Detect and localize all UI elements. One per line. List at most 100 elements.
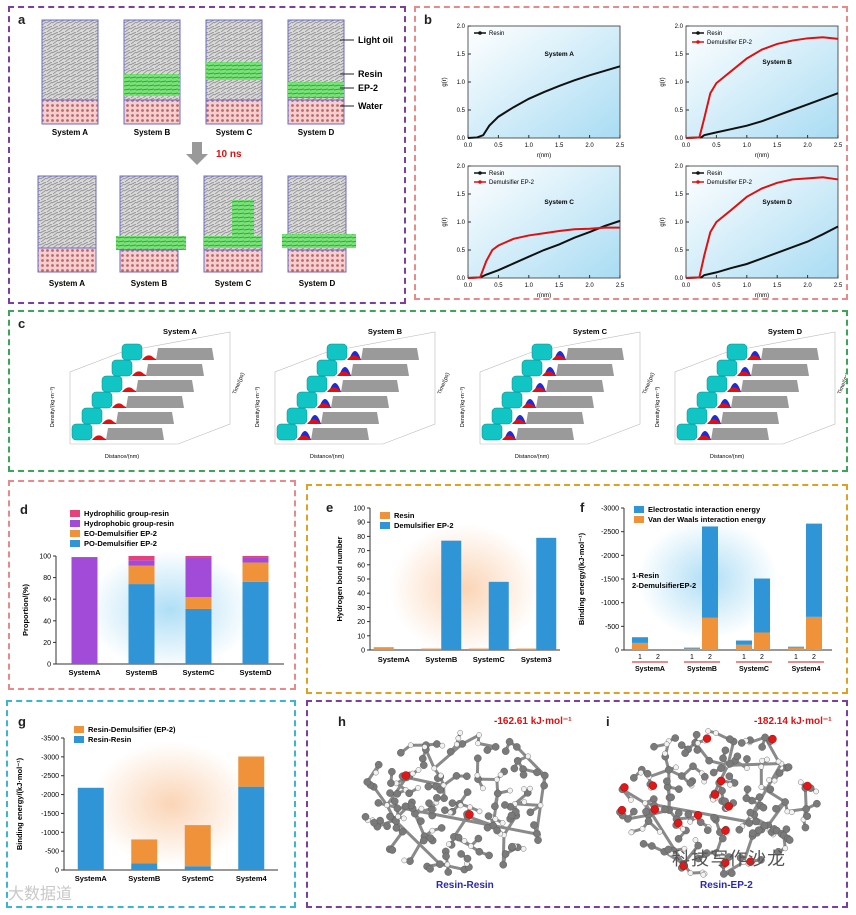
- x-tick-label: 1.0: [743, 283, 752, 289]
- carbon-atom: [784, 763, 793, 771]
- y-tick-label: 1.5: [457, 192, 466, 198]
- hydrogen-atom: [782, 845, 789, 852]
- water-density: [491, 407, 513, 425]
- oxygen-atom: [465, 810, 474, 819]
- carbon-atom: [530, 821, 538, 829]
- panel-label-b: b: [424, 12, 432, 27]
- hydrogen-atom: [445, 841, 452, 847]
- density-slice: [726, 343, 819, 361]
- x-tick-label: 2.0: [803, 143, 812, 149]
- hydrogen-atom: [437, 772, 444, 779]
- panel-label-h: h: [338, 714, 346, 729]
- bar-po-demulsifier-ep-2: [128, 584, 155, 664]
- carbon-atom: [540, 781, 548, 790]
- bar-electrostatic-interaction-energy: [632, 637, 648, 643]
- bar-van-der-waals-interaction-energy: [736, 644, 752, 650]
- legend-marker: [478, 171, 482, 175]
- legend-marker: [696, 40, 700, 44]
- carbon-atom: [781, 798, 789, 806]
- hydrogen-atom: [421, 744, 428, 750]
- oxygen-atom: [401, 771, 411, 780]
- box-system-c-top: [205, 19, 263, 125]
- density-slice: [326, 343, 419, 361]
- water-density: [696, 391, 718, 409]
- carbon-atom: [508, 842, 516, 851]
- carbon-atom: [513, 757, 522, 765]
- label-system-d-bottom: System D: [299, 279, 336, 288]
- carbon-atom: [736, 854, 745, 862]
- bar-van-der-waals-interaction-energy: [702, 617, 718, 650]
- hydrogen-atom: [455, 735, 462, 742]
- series-line-demulsifier-ep-2: [467, 226, 620, 279]
- resin-density: [102, 419, 118, 424]
- carbon-atom: [630, 807, 638, 816]
- hydrogen-atom: [525, 753, 531, 760]
- hydrogen-atom: [444, 861, 451, 868]
- carbon-atom: [727, 869, 736, 878]
- hydrogen-atom: [527, 785, 533, 792]
- carbon-atom: [370, 818, 378, 827]
- hydrogen-atom: [727, 781, 733, 788]
- carbon-atom: [630, 774, 638, 782]
- carbon-atom: [686, 779, 695, 787]
- series-line-resin: [467, 65, 621, 139]
- panel-d: d 0 20 40 60 80 100 Proportion/(%) SystemA Syste…: [8, 480, 296, 690]
- bar-electrostatic-interaction-energy: [806, 523, 822, 617]
- oil-density: [546, 380, 604, 392]
- resin-density: [307, 419, 323, 424]
- legend-swatch: [70, 520, 80, 527]
- panel-label-d: d: [20, 502, 28, 517]
- sub-tick-label: 1: [742, 654, 746, 661]
- y-tick-label: 1.5: [457, 52, 466, 58]
- panel-label-e: e: [326, 500, 334, 515]
- bond: [723, 860, 745, 876]
- sub-tick-label: 2: [656, 654, 660, 661]
- watermark-right: 科技写作沙龙: [672, 849, 786, 869]
- legend-label: Electrostatic interaction energy: [648, 505, 761, 514]
- carbon-atom: [667, 793, 675, 802]
- carbon-atom: [393, 789, 402, 798]
- panel-a-figure: System A System B System C System D Ligh…: [37, 19, 393, 288]
- hydrogen-atom: [468, 843, 474, 849]
- oxygen-atom: [674, 818, 683, 828]
- x-tick-label: 1.5: [773, 143, 782, 149]
- carbon-atom: [725, 853, 733, 861]
- y-tick-label: 80: [43, 575, 51, 582]
- sub-tick-label: 2: [812, 654, 816, 661]
- bar-hydrophilic-group-resin: [128, 556, 155, 561]
- water-density: [71, 423, 93, 441]
- y-tick-label: 40: [43, 618, 51, 625]
- water-density: [676, 423, 698, 441]
- carbon-atom: [639, 840, 648, 848]
- hydrogen-atom: [673, 764, 679, 771]
- hydrogen-atom: [453, 741, 460, 748]
- z-axis-label: Time/(ps): [437, 372, 451, 396]
- carbon-atom: [417, 817, 425, 825]
- hydrogen-atom: [429, 827, 436, 834]
- hydrogen-atom: [415, 785, 421, 791]
- y-tick-label: -1500: [41, 811, 59, 818]
- density-slice: [286, 407, 379, 425]
- legend-label: Demulsifier EP-2: [489, 180, 535, 186]
- oil-density: [731, 396, 789, 408]
- bar-eo-demulsifier-ep-2: [185, 597, 212, 609]
- x-tick-label: 1.5: [555, 143, 564, 149]
- chart-title: System C: [544, 199, 574, 206]
- resin-density: [317, 403, 333, 408]
- density-slice: [686, 407, 779, 425]
- bond: [742, 835, 754, 863]
- density-slice: [101, 375, 194, 393]
- density-slice: [716, 359, 809, 377]
- legend-swatch: [634, 516, 644, 523]
- carbon-atom: [760, 821, 769, 830]
- density-slice: [111, 359, 204, 377]
- label-resin-ep2: Resin-EP-2: [700, 880, 753, 891]
- water-density: [706, 375, 728, 393]
- oxygen-atom: [716, 776, 726, 786]
- carbon-atom: [677, 772, 686, 780]
- hydrogen-atom: [687, 870, 694, 876]
- axis-frame: [674, 331, 836, 445]
- label-system-a-bottom: System A: [49, 279, 85, 288]
- molecule-resin-resin: [361, 729, 549, 876]
- carbon-atom: [757, 856, 765, 864]
